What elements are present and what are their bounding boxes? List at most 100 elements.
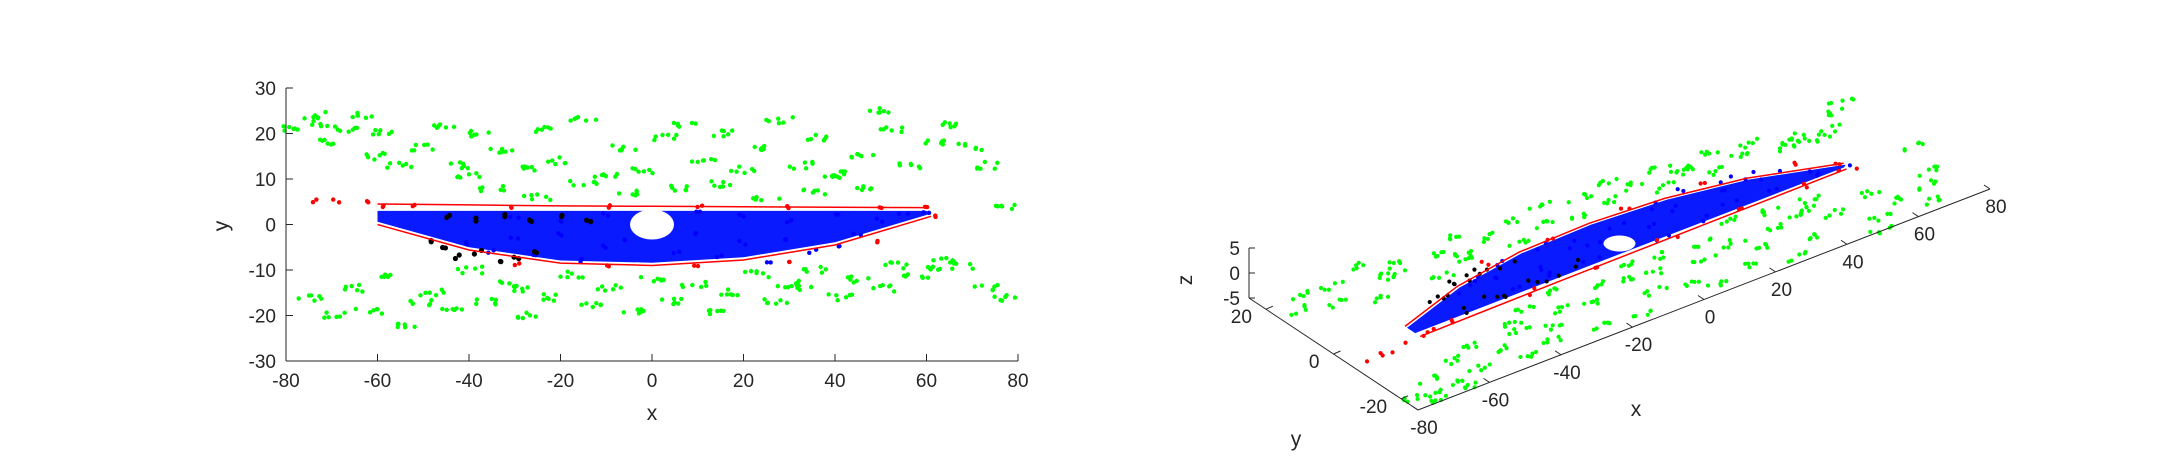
data-point — [1428, 394, 1433, 399]
data-point — [324, 310, 329, 315]
data-point — [1547, 270, 1552, 275]
data-point — [1648, 308, 1653, 314]
data-point — [1415, 396, 1420, 401]
data-point — [1812, 232, 1817, 237]
data-point — [1532, 286, 1537, 291]
data-point — [1297, 292, 1303, 298]
data-point — [683, 187, 688, 193]
series-1-points — [463, 209, 932, 265]
data-point — [1385, 294, 1391, 299]
data-point — [1877, 190, 1882, 195]
data-point — [1464, 343, 1469, 348]
data-point — [1621, 220, 1627, 226]
data-point — [459, 307, 465, 312]
x-tick-3d — [1626, 322, 1633, 328]
x-tick-label-3d: -20 — [1625, 335, 1652, 356]
data-point — [508, 235, 513, 240]
data-point — [866, 276, 871, 281]
data-point — [1433, 390, 1438, 396]
data-point — [709, 156, 714, 162]
data-point — [789, 283, 794, 289]
data-point — [925, 275, 931, 280]
data-point — [1545, 290, 1551, 296]
data-point — [1569, 216, 1575, 221]
x-tick-label: -80 — [272, 371, 299, 392]
data-point — [456, 174, 461, 179]
data-point — [714, 254, 720, 260]
data-point — [634, 192, 640, 197]
data-point — [488, 146, 493, 152]
data-point — [849, 274, 854, 279]
data-point — [1431, 251, 1436, 256]
data-point — [1538, 204, 1543, 209]
x-tick-3d — [1840, 239, 1848, 245]
data-point — [502, 214, 508, 220]
data-point — [1746, 261, 1751, 266]
data-point — [901, 266, 906, 271]
data-point — [1557, 309, 1563, 314]
data-point — [1595, 283, 1600, 288]
data-point — [784, 219, 790, 225]
data-point — [995, 160, 1000, 166]
data-point — [295, 127, 300, 132]
data-point — [354, 287, 360, 293]
data-point — [845, 275, 851, 280]
data-point — [588, 219, 594, 225]
data-point — [729, 128, 735, 133]
data-point — [1481, 239, 1486, 245]
data-point — [512, 262, 518, 268]
data-point — [1327, 302, 1332, 308]
data-point — [1713, 168, 1718, 174]
data-point — [1657, 186, 1662, 191]
data-point — [386, 131, 392, 137]
data-point — [778, 298, 783, 303]
data-point — [1618, 206, 1624, 211]
data-point — [433, 292, 439, 298]
data-point — [1512, 327, 1517, 332]
data-point — [1837, 122, 1842, 127]
data-point — [349, 283, 354, 289]
y-tick-label: 0 — [265, 216, 276, 237]
data-point — [786, 259, 792, 265]
data-point — [694, 209, 699, 214]
data-point — [1556, 305, 1561, 310]
data-point — [467, 130, 473, 136]
data-point — [1567, 246, 1572, 251]
data-point — [1472, 278, 1478, 284]
data-point — [601, 172, 606, 177]
data-point — [967, 261, 973, 267]
data-point — [1759, 177, 1764, 182]
data-point — [583, 217, 590, 223]
data-point — [503, 149, 508, 154]
data-point — [880, 219, 885, 224]
data-point — [1543, 323, 1548, 328]
data-point — [999, 298, 1005, 303]
data-point — [861, 184, 866, 189]
data-point — [521, 193, 527, 199]
data-point — [726, 132, 731, 137]
data-point — [302, 116, 307, 121]
data-point — [658, 277, 664, 282]
y-tick-3d — [1333, 350, 1341, 355]
boundary-curve-1 — [377, 215, 932, 267]
data-point — [1698, 259, 1704, 264]
data-point — [311, 118, 316, 124]
data-point — [962, 143, 968, 148]
data-point — [1675, 187, 1680, 192]
data-point — [1597, 255, 1602, 260]
data-point — [418, 293, 423, 298]
data-point — [471, 251, 477, 257]
data-point — [712, 183, 717, 188]
data-point — [764, 300, 770, 306]
data-point — [671, 250, 676, 256]
data-point — [1807, 237, 1812, 242]
data-point — [706, 308, 712, 313]
data-point — [944, 255, 949, 261]
data-point — [529, 192, 534, 198]
data-point — [529, 164, 534, 170]
y-tick-label-3d: 0 — [1309, 352, 1320, 373]
data-point — [532, 168, 537, 173]
data-point — [886, 110, 891, 115]
data-point — [990, 287, 995, 293]
data-point — [1451, 273, 1456, 278]
